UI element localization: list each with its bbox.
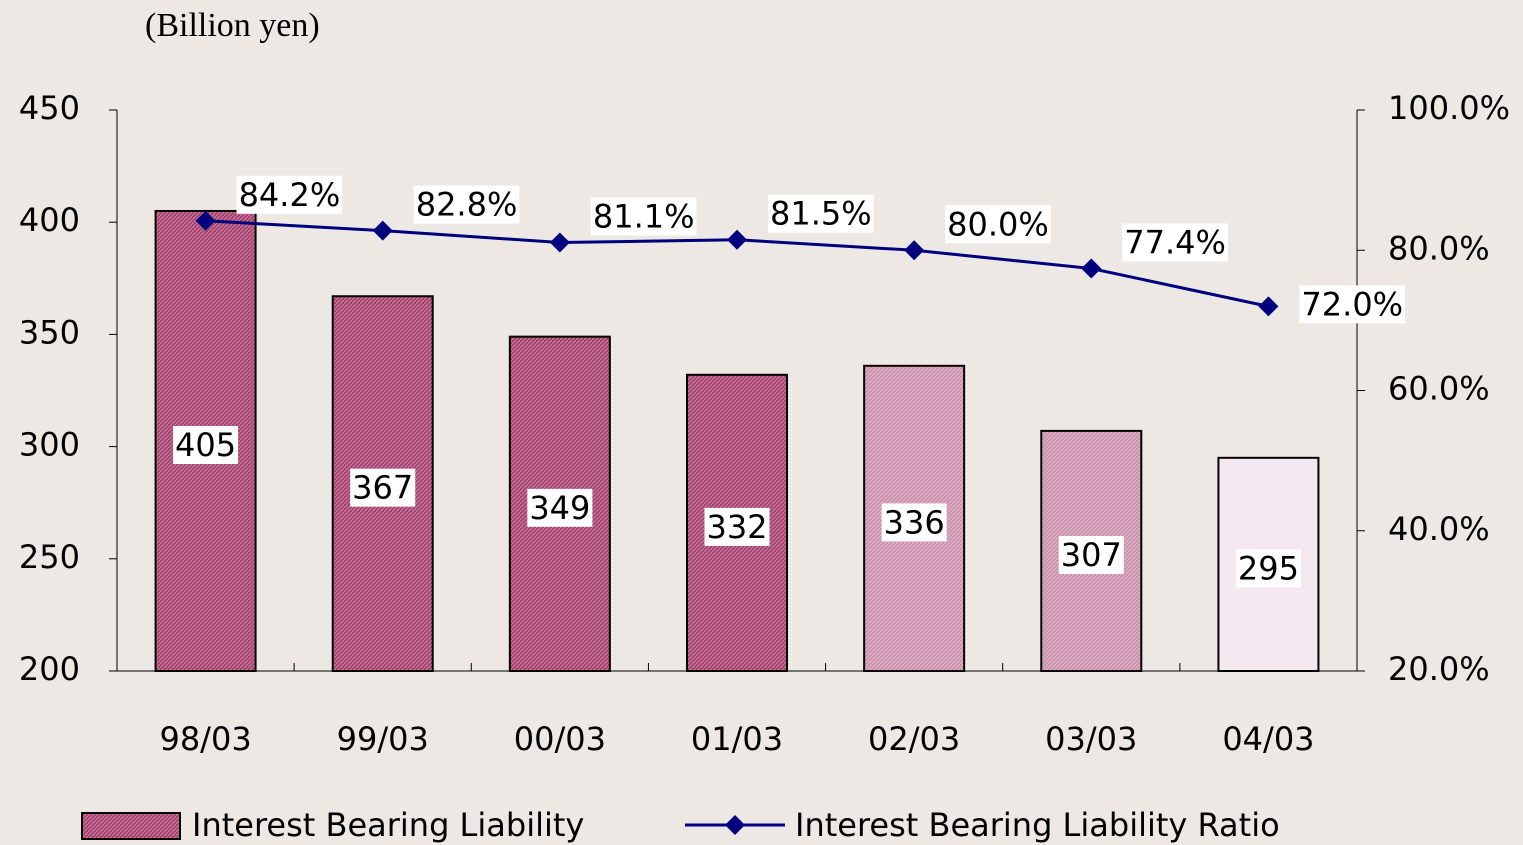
y2-tick-label: 80.0%	[1388, 229, 1490, 267]
bar-value-label: 336	[884, 503, 945, 541]
y2-tick-label: 20.0%	[1388, 650, 1490, 688]
bar-value-label-box	[173, 425, 239, 464]
y-tick-label: 450	[19, 89, 80, 127]
x-tick-label: 01/03	[691, 720, 783, 758]
bar-value-label: 332	[706, 508, 767, 546]
line-value-label: 82.8%	[416, 186, 518, 224]
y-tick-label: 400	[19, 201, 80, 239]
bar-value-label: 349	[529, 489, 590, 527]
x-tick-label: 99/03	[337, 720, 429, 758]
bar	[331, 295, 434, 672]
bar-value-label: 307	[1061, 536, 1122, 574]
bar-value-label-box	[527, 488, 593, 527]
legend-marker	[725, 815, 745, 835]
y2-tick-label: 40.0%	[1388, 510, 1490, 548]
x-tick-label: 98/03	[159, 720, 251, 758]
line-value-label: 84.2%	[239, 176, 341, 214]
bar-value-label: 367	[352, 469, 413, 507]
x-tick-label: 02/03	[868, 720, 960, 758]
line-marker	[1081, 258, 1102, 279]
bar-value-label: 295	[1238, 549, 1299, 587]
x-tick-label: 04/03	[1222, 720, 1314, 758]
line-value-label: 77.4%	[1124, 223, 1226, 261]
line-value-label-box	[590, 197, 697, 236]
y-tick-label: 300	[19, 426, 80, 464]
line-value-label-box	[413, 185, 520, 224]
bar-value-label-box	[881, 503, 947, 542]
line-value-label-box	[768, 194, 874, 233]
line-value-label-box	[1122, 223, 1228, 262]
line-value-label: 81.1%	[593, 198, 695, 236]
line-value-label-box	[1299, 285, 1406, 324]
legend-label: Interest Bearing Liability	[192, 806, 584, 844]
bar-value-label-box	[704, 507, 770, 546]
line-marker	[1258, 296, 1279, 317]
y-tick-label: 350	[19, 313, 80, 351]
bar-value-label: 405	[175, 426, 236, 464]
line-marker	[904, 240, 925, 261]
line-value-label: 81.5%	[770, 195, 872, 233]
bar-value-label-box	[350, 468, 416, 507]
line-value-label: 72.0%	[1301, 285, 1403, 323]
y2-tick-label: 60.0%	[1388, 370, 1490, 408]
y-tick-label: 250	[19, 538, 80, 576]
x-tick-label: 03/03	[1045, 720, 1137, 758]
line-marker	[195, 210, 216, 231]
legend-swatch	[81, 812, 181, 840]
line-marker	[372, 220, 393, 241]
legend-label: Interest Bearing Liability Ratio	[795, 806, 1280, 844]
line-value-label-box	[945, 205, 1051, 244]
y-axis-unit: (Billion yen)	[145, 7, 320, 44]
line-value-label: 80.0%	[947, 205, 1049, 243]
bar-value-label-box	[1058, 535, 1124, 574]
y-tick-label: 200	[19, 650, 80, 688]
y2-tick-label: 100.0%	[1388, 89, 1510, 127]
x-tick-label: 00/03	[514, 720, 606, 758]
bar-value-label-box	[1235, 549, 1301, 588]
line-value-label-box	[236, 175, 343, 214]
line-marker	[727, 229, 747, 250]
line-marker	[549, 232, 570, 253]
